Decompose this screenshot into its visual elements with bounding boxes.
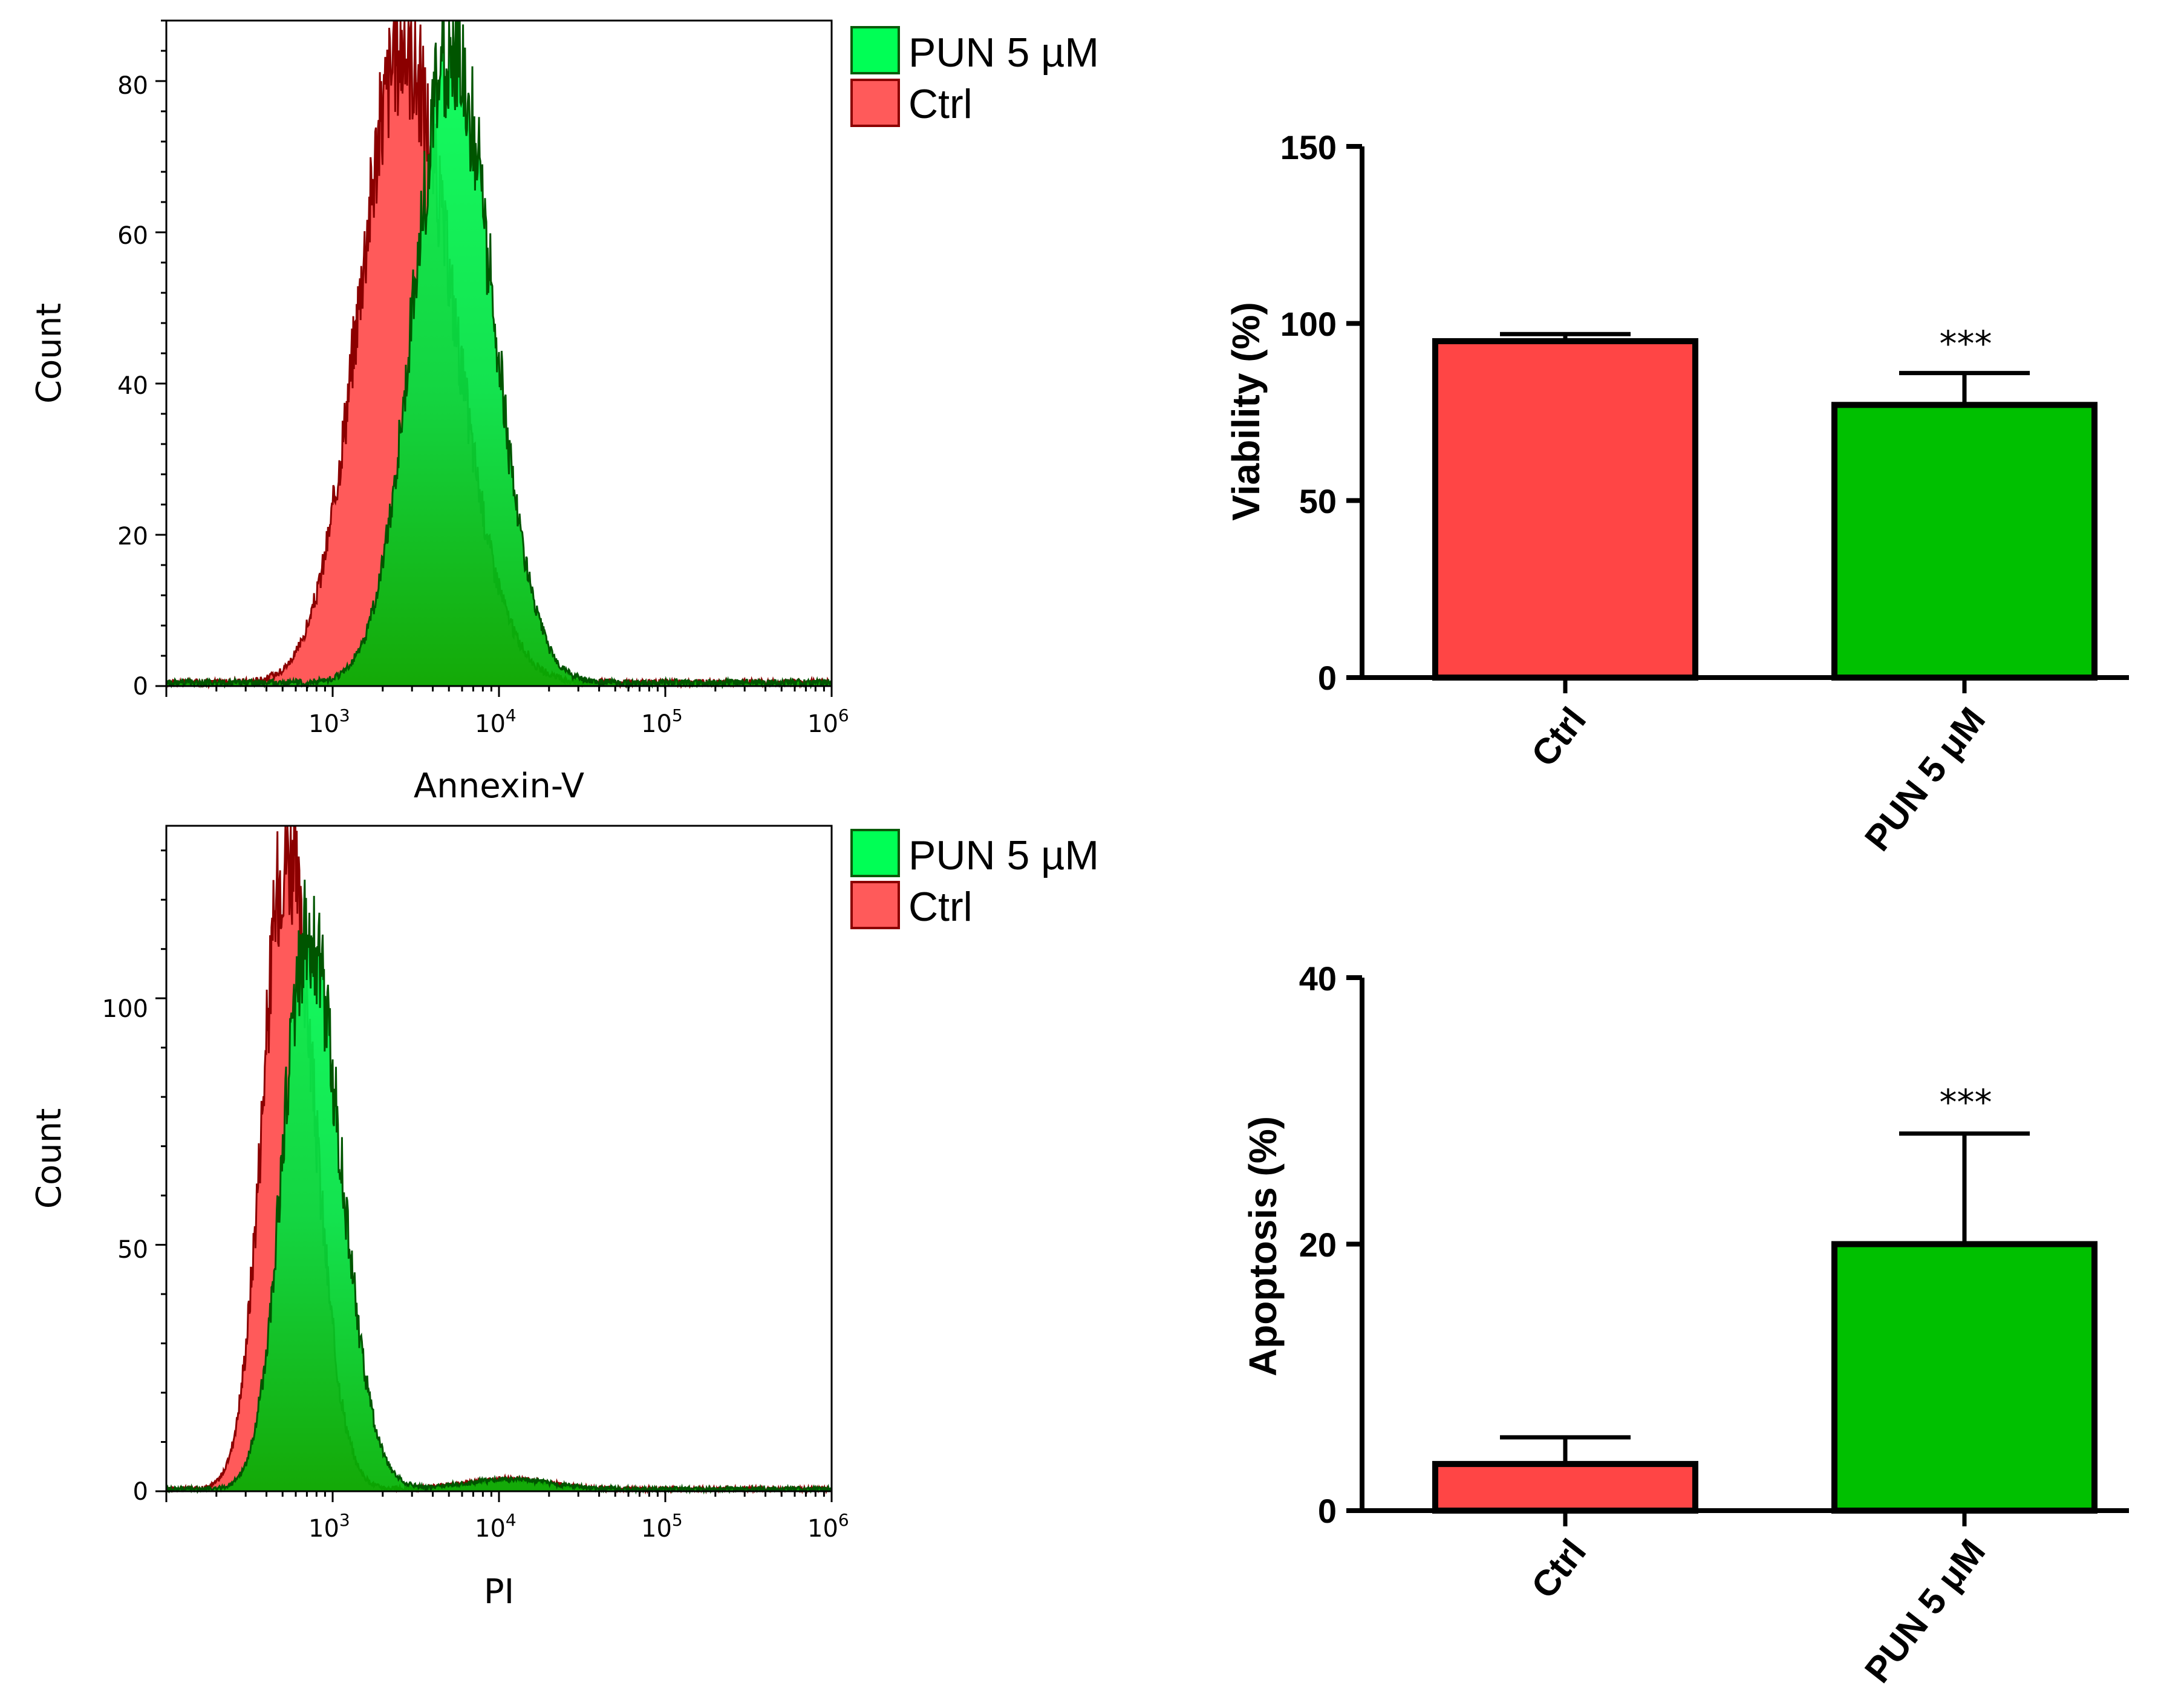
viability-significance-pun: ***	[1940, 323, 1992, 364]
annexin-x-tick-label: 104	[475, 705, 517, 738]
apoptosis-bar-panel: 0 20 40 Apoptosis (%) Ctrl PUN 5 μM ***	[1241, 959, 2129, 1690]
annexin-x-tick-label: 105	[641, 705, 683, 738]
viability-y-axis-label: Viability (%)	[1224, 302, 1268, 521]
annexin-legend-swatch-ctrl	[850, 79, 900, 127]
annexin-y-axis-label: Count	[30, 303, 69, 404]
apoptosis-significance-pun: ***	[1940, 1082, 1992, 1123]
annexin-y-tick-label: 80	[117, 72, 148, 100]
pi-x-tick-label: 105	[641, 1510, 683, 1543]
viability-bars	[1432, 332, 2098, 693]
apoptosis-bar-pun	[1831, 1241, 2098, 1514]
pi-y-ticks	[155, 849, 166, 1492]
viability-y-tick-label: 0	[1318, 659, 1337, 697]
annexin-x-tick-label: 106	[807, 705, 849, 738]
annexin-legend: PUN 5 µM Ctrl	[850, 26, 1099, 127]
apoptosis-bar-ctrl	[1432, 1460, 1698, 1514]
apoptosis-x-tick-label-pun: PUN 5 μM	[1857, 1532, 1993, 1690]
viability-x-tick-label-ctrl: Ctrl	[1524, 700, 1594, 774]
apoptosis-y-axis-label: Apoptosis (%)	[1241, 1116, 1285, 1376]
pi-legend-swatch-pun	[850, 829, 900, 877]
annexin-pun-area	[165, 19, 833, 690]
viability-x-tick-label-pun: PUN 5 μM	[1857, 700, 1993, 858]
apoptosis-y-tick-label: 20	[1299, 1226, 1337, 1264]
apoptosis-y-ticks	[1346, 975, 1362, 1513]
annexin-y-ticks	[155, 19, 166, 687]
pi-x-ticks	[165, 1491, 833, 1502]
annexin-x-tick-label: 103	[308, 705, 350, 738]
viability-y-tick-label: 50	[1299, 482, 1337, 520]
pi-x-tick-label: 104	[475, 1510, 517, 1543]
pi-legend: PUN 5 µM Ctrl	[850, 829, 1099, 930]
viability-y-tick-label: 100	[1280, 305, 1337, 343]
pi-y-tick-label: 100	[102, 995, 148, 1023]
viability-bar-panel: 0 50 100 150 Viability (%) Ctrl PUN 5 μM…	[1224, 128, 2129, 858]
apoptosis-x-tick-label-ctrl: Ctrl	[1524, 1532, 1594, 1606]
apoptosis-bars	[1432, 1131, 2098, 1526]
pi-legend-swatch-ctrl	[850, 881, 900, 929]
viability-bar-pun	[1831, 402, 2098, 681]
apoptosis-y-tick-label: 0	[1318, 1492, 1337, 1530]
annexin-y-tick-label: 60	[117, 222, 148, 250]
pi-legend-label-ctrl: Ctrl	[908, 884, 973, 930]
pi-y-tick-label: 0	[133, 1478, 148, 1506]
annexin-legend-swatch-pun	[850, 26, 900, 74]
annexin-y-tick-label: 20	[117, 523, 148, 551]
pi-x-axis-label: PI	[484, 1572, 514, 1612]
annexin-pun-histogram	[165, 19, 833, 690]
annexin-legend-label-pun: PUN 5 µM	[908, 30, 1099, 76]
annexin-y-tick-label: 0	[133, 673, 148, 701]
pi-x-tick-label: 103	[308, 1510, 350, 1543]
viability-bar-ctrl	[1432, 338, 1698, 681]
pi-x-tick-label: 106	[807, 1510, 849, 1543]
pi-pun-area	[165, 880, 833, 1495]
pi-y-tick-label: 50	[117, 1236, 148, 1264]
viability-y-ticks	[1346, 144, 1362, 680]
annexin-y-tick-label: 40	[117, 372, 148, 400]
annexin-histogram-panel: 0 20 40 60 80 103 104 105 106 Annexin-V …	[30, 19, 1099, 806]
viability-y-tick-label: 150	[1280, 128, 1337, 166]
pi-y-axis-label: Count	[30, 1108, 69, 1209]
pi-legend-label-pun: PUN 5 µM	[908, 832, 1099, 878]
pi-pun-histogram	[165, 880, 833, 1495]
annexin-x-ticks	[165, 686, 833, 697]
apoptosis-y-tick-label: 40	[1299, 959, 1337, 998]
pi-histogram-panel: 0 50 100 103 104 105 106 PI Count PUN 5 …	[30, 825, 1099, 1612]
annexin-legend-label-ctrl: Ctrl	[908, 81, 973, 127]
annexin-x-axis-label: Annexin-V	[414, 767, 584, 806]
